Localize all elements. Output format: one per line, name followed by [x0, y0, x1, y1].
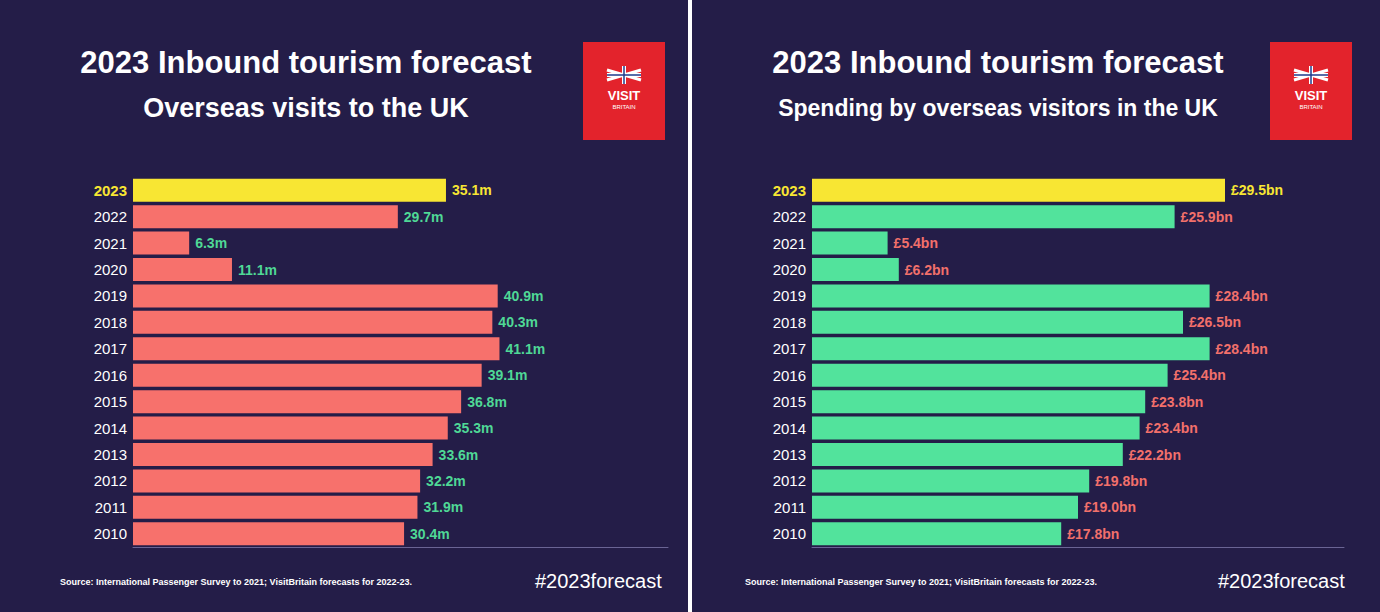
svg-text:£28.4bn: £28.4bn: [1216, 341, 1268, 357]
html-text:Overseas visits to the UK: Overseas visits to the UK: [143, 93, 469, 123]
svg-text:32.2m: 32.2m: [426, 473, 466, 489]
html-text:Source: International Passenge: Source: International Passenger Survey t…: [60, 577, 412, 587]
svg-text:35.1m: 35.1m: [452, 182, 492, 198]
svg-text:2013: 2013: [94, 446, 127, 463]
svg-text:2015: 2015: [773, 393, 806, 410]
svg-text:£29.5bn: £29.5bn: [1231, 182, 1283, 198]
svg-text:2022: 2022: [94, 208, 127, 225]
html-text:VISIT: VISIT: [1294, 88, 1328, 103]
svg-text:2021: 2021: [773, 235, 806, 252]
svg-text:35.3m: 35.3m: [454, 420, 494, 436]
svg-text:£6.2bn: £6.2bn: [905, 262, 949, 278]
html-text:VISIT: VISIT: [607, 88, 641, 103]
svg-text:£25.9bn: £25.9bn: [1181, 209, 1233, 225]
svg-text:33.6m: 33.6m: [439, 447, 479, 463]
svg-text:2016: 2016: [94, 367, 127, 384]
svg-text:2017: 2017: [773, 340, 806, 357]
html-text:BRITAIN: BRITAIN: [612, 104, 636, 110]
svg-text:£28.4bn: £28.4bn: [1216, 288, 1268, 304]
html-text:2023 Inbound tourism forecast: 2023 Inbound tourism forecast: [772, 45, 1224, 80]
svg-text:2010: 2010: [94, 525, 127, 542]
svg-text:2019: 2019: [94, 287, 127, 304]
html-text:2023 Inbound tourism forecast: 2023 Inbound tourism forecast: [80, 45, 532, 80]
svg-text:2023: 2023: [773, 182, 806, 199]
svg-text:36.8m: 36.8m: [467, 394, 507, 410]
svg-text:2013: 2013: [773, 446, 806, 463]
svg-text:£19.0bn: £19.0bn: [1084, 499, 1136, 515]
svg-text:6.3m: 6.3m: [195, 235, 227, 251]
svg-text:39.1m: 39.1m: [488, 367, 528, 383]
svg-text:40.9m: 40.9m: [504, 288, 544, 304]
html-text:#2023forecast: #2023forecast: [535, 570, 662, 592]
svg-text:2010: 2010: [773, 525, 806, 542]
svg-text:2014: 2014: [94, 420, 127, 437]
svg-text:2023: 2023: [94, 182, 127, 199]
svg-text:40.3m: 40.3m: [498, 314, 538, 330]
svg-text:31.9m: 31.9m: [423, 499, 463, 515]
svg-text:2020: 2020: [773, 261, 806, 278]
svg-text:2016: 2016: [773, 367, 806, 384]
svg-text:£23.8bn: £23.8bn: [1151, 394, 1203, 410]
svg-text:2015: 2015: [94, 393, 127, 410]
svg-text:2021: 2021: [94, 235, 127, 252]
svg-text:30.4m: 30.4m: [410, 526, 450, 542]
svg-text:2012: 2012: [94, 472, 127, 489]
svg-text:2018: 2018: [94, 314, 127, 331]
svg-text:£23.4bn: £23.4bn: [1146, 420, 1198, 436]
html-text:Spending by overseas visitors: Spending by overseas visitors in the UK: [778, 95, 1218, 121]
svg-text:2011: 2011: [774, 499, 806, 516]
svg-text:£26.5bn: £26.5bn: [1189, 314, 1241, 330]
svg-text:2019: 2019: [773, 287, 806, 304]
svg-text:2014: 2014: [773, 420, 806, 437]
svg-text:£5.4bn: £5.4bn: [894, 235, 938, 251]
svg-text:£19.8bn: £19.8bn: [1095, 473, 1147, 489]
svg-text:£22.2bn: £22.2bn: [1129, 447, 1181, 463]
html-text:Source: International Passenge: Source: International Passenger Survey t…: [745, 577, 1097, 587]
svg-text:2020: 2020: [94, 261, 127, 278]
svg-text:2022: 2022: [773, 208, 806, 225]
svg-text:2017: 2017: [94, 340, 127, 357]
svg-text:29.7m: 29.7m: [404, 209, 444, 225]
svg-text:11.1m: 11.1m: [238, 262, 277, 278]
svg-text:£25.4bn: £25.4bn: [1174, 367, 1226, 383]
svg-text:£17.8bn: £17.8bn: [1067, 526, 1119, 542]
svg-text:2011: 2011: [95, 499, 127, 516]
svg-text:41.1m: 41.1m: [505, 341, 545, 357]
html-text:#2023forecast: #2023forecast: [1218, 570, 1345, 592]
svg-text:2012: 2012: [773, 472, 806, 489]
svg-text:2018: 2018: [773, 314, 806, 331]
html-text:BRITAIN: BRITAIN: [1299, 104, 1323, 110]
